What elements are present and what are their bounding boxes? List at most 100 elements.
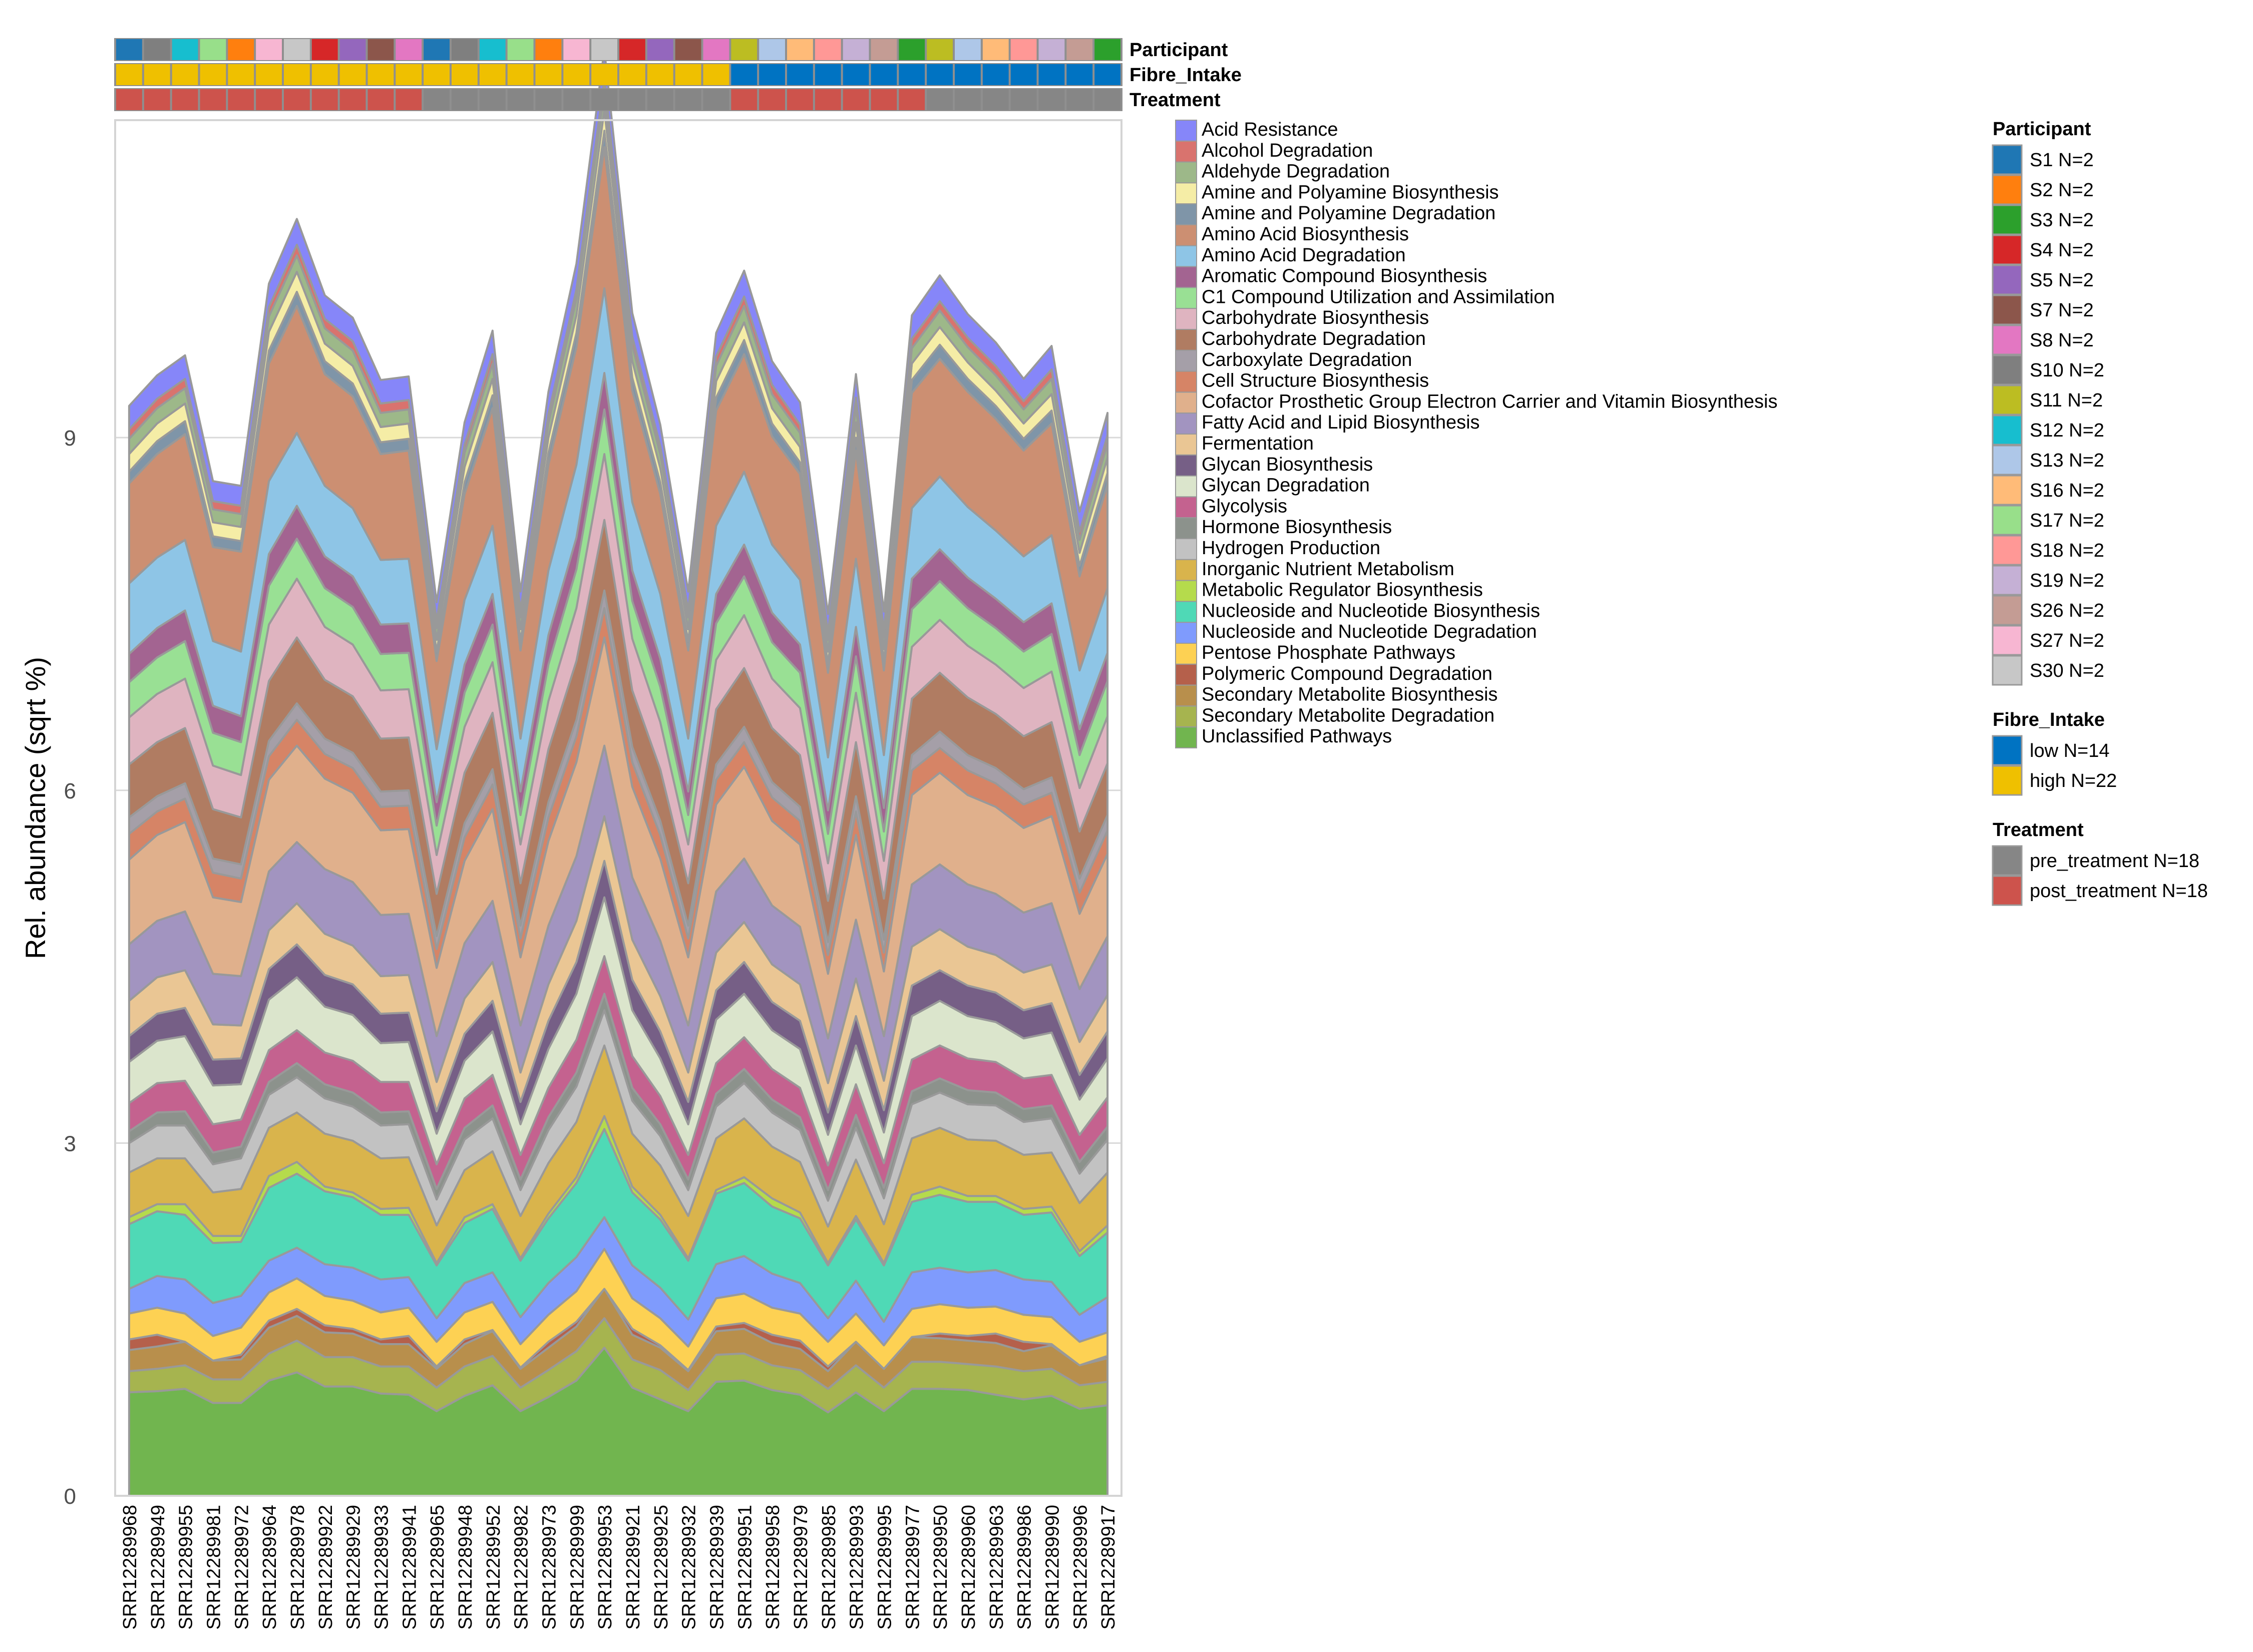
legend-swatch — [1992, 234, 2023, 265]
x-tick-label: SRR12289941 — [399, 1505, 420, 1629]
track-cell-fibre-intake — [535, 64, 562, 85]
x-tick-label: SRR12289995 — [874, 1505, 895, 1629]
y-tick-label: 6 — [64, 779, 76, 803]
legend-label: Cofactor Prosthetic Group Electron Carri… — [1202, 391, 1777, 412]
legend-label: S13 N=2 — [2030, 450, 2104, 471]
legend-swatch — [1992, 354, 2023, 385]
track-cell-fibre-intake — [228, 64, 254, 85]
legend-label: Metabolic Regulator Biosynthesis — [1202, 580, 1483, 601]
track-cell-treatment — [759, 89, 785, 110]
track-frame — [114, 88, 1122, 111]
legend-label: Nucleoside and Nucleotide Biosynthesis — [1202, 600, 1540, 621]
track-cell-treatment — [899, 89, 925, 110]
x-tick-label: SRR12289964 — [259, 1505, 280, 1629]
track-cell-fibre-intake — [367, 64, 394, 85]
x-tick-label: SRR12289977 — [902, 1505, 923, 1629]
track-cell-participant — [396, 39, 422, 60]
track-cell-fibre-intake — [396, 64, 422, 85]
legend-title: Treatment — [1993, 819, 2084, 841]
legend-label: S5 N=2 — [2030, 270, 2094, 291]
track-cell-fibre-intake — [424, 64, 450, 85]
legend-swatch — [1992, 144, 2023, 175]
legend-swatch — [1175, 266, 1197, 288]
legend-swatch — [1175, 161, 1197, 184]
track-cell-participant — [228, 39, 254, 60]
track-cell-treatment — [1038, 89, 1065, 110]
track-cell-fibre-intake — [927, 64, 953, 85]
legend-swatch — [1175, 203, 1197, 226]
track-cell-participant — [927, 39, 953, 60]
track-cell-fibre-intake — [591, 64, 617, 85]
track-cell-treatment — [452, 89, 478, 110]
legend-label: S1 N=2 — [2030, 150, 2094, 171]
legend-label: Carbohydrate Degradation — [1202, 328, 1426, 349]
legend-label: post_treatment N=18 — [2030, 881, 2208, 902]
x-tick-label: SRR12289979 — [791, 1505, 812, 1629]
track-cell-fibre-intake — [284, 64, 310, 85]
track-cell-participant — [367, 39, 394, 60]
track-cell-treatment — [424, 89, 450, 110]
track-cell-fibre-intake — [1094, 64, 1120, 85]
legend-swatch — [1992, 535, 2023, 566]
y-tick-label: 9 — [64, 426, 76, 451]
x-tick-label: SRR12289972 — [231, 1505, 252, 1629]
x-tick-label: SRR12289990 — [1042, 1505, 1063, 1629]
legend-label: Alcohol Degradation — [1202, 140, 1373, 161]
legend-swatch — [1992, 565, 2023, 596]
legend-label: S10 N=2 — [2030, 360, 2104, 381]
track-cell-fibre-intake — [899, 64, 925, 85]
track-cell-fibre-intake — [311, 64, 338, 85]
legend-swatch — [1175, 684, 1197, 707]
legend-title: Fibre_Intake — [1993, 709, 2105, 730]
track-cell-fibre-intake — [982, 64, 1009, 85]
track-cell-treatment — [144, 89, 170, 110]
track-cell-participant — [1066, 39, 1093, 60]
track-cell-participant — [535, 39, 562, 60]
legend-swatch — [1175, 308, 1197, 330]
legend-label: Fatty Acid and Lipid Biosynthesis — [1202, 412, 1480, 433]
track-cell-treatment — [172, 89, 198, 110]
legend-swatch — [1992, 505, 2023, 536]
legend-label: Acid Resistance — [1202, 119, 1338, 140]
legend-label: low N=14 — [2030, 740, 2109, 761]
track-cell-participant — [563, 39, 590, 60]
x-tick-label: SRR12289973 — [539, 1505, 560, 1629]
annotation-tracks: Participant Fibre_Intake Treatment — [114, 38, 1242, 111]
legend-label: Pentose Phosphate Pathways — [1202, 642, 1455, 663]
legend-label: S8 N=2 — [2030, 330, 2094, 351]
track-cell-fibre-intake — [116, 64, 142, 85]
x-tick-label: SRR12289963 — [986, 1505, 1007, 1629]
legend-swatch — [1175, 349, 1197, 372]
track-cell-treatment — [787, 89, 813, 110]
legend-swatch — [1992, 415, 2023, 446]
legend-label: Carbohydrate Biosynthesis — [1202, 307, 1429, 328]
x-tick-label: SRR12289981 — [203, 1505, 224, 1629]
legend-label: S18 N=2 — [2030, 540, 2104, 561]
x-tick-label: SRR12289950 — [930, 1505, 951, 1629]
track-cell-participant — [731, 39, 758, 60]
track-cell-participant — [675, 39, 701, 60]
annotation-legends: Participant S1 N=2 S2 N=2 S3 N=2 S4 N=2 S5 N=… — [1992, 119, 2208, 906]
legend-swatch — [1175, 643, 1197, 665]
track-cell-participant — [647, 39, 673, 60]
legend-swatch — [1175, 496, 1197, 519]
legend-label: S2 N=2 — [2030, 180, 2094, 201]
track-cell-fibre-intake — [955, 64, 981, 85]
track-cell-treatment — [1066, 89, 1093, 110]
legend-swatch — [1175, 601, 1197, 623]
legend-label: S19 N=2 — [2030, 570, 2104, 591]
legend-label: S16 N=2 — [2030, 480, 2104, 501]
track-cell-participant — [116, 39, 142, 60]
legend-swatch — [1175, 182, 1197, 205]
legend-swatch — [1175, 391, 1197, 414]
track-cell-fibre-intake — [1038, 64, 1065, 85]
x-tick-label: SRR12289949 — [148, 1505, 169, 1629]
x-tick-label: SRR12289986 — [1014, 1505, 1035, 1629]
track-cell-participant — [311, 39, 338, 60]
track-frame — [114, 38, 1122, 61]
legend-swatch — [1992, 845, 2023, 876]
x-tick-label: SRR12289982 — [511, 1505, 532, 1629]
track-cell-participant — [507, 39, 534, 60]
track-cell-participant — [1038, 39, 1065, 60]
legend-swatch — [1992, 875, 2023, 906]
